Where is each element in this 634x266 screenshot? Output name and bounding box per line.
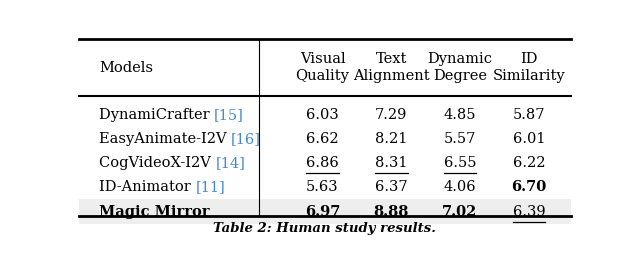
Text: 6.97: 6.97 <box>305 205 340 219</box>
Text: [14]: [14] <box>216 156 245 170</box>
Text: ID
Similarity: ID Similarity <box>493 52 565 84</box>
Text: 6.03: 6.03 <box>306 108 339 122</box>
Text: 6.37: 6.37 <box>375 180 408 194</box>
Text: 6.86: 6.86 <box>306 156 339 170</box>
Text: 7.02: 7.02 <box>443 205 478 219</box>
Text: CogVideoX-I2V: CogVideoX-I2V <box>99 156 216 170</box>
Text: Table 2: Human study results.: Table 2: Human study results. <box>214 222 436 235</box>
Text: 8.88: 8.88 <box>373 205 409 219</box>
Text: 6.39: 6.39 <box>512 205 545 219</box>
Text: [11]: [11] <box>195 180 225 194</box>
Text: Text
Alignment: Text Alignment <box>353 52 430 84</box>
Text: Visual
Quality: Visual Quality <box>295 52 349 84</box>
Text: 6.01: 6.01 <box>512 132 545 146</box>
Text: 6.22: 6.22 <box>512 156 545 170</box>
Text: DynamiCrafter: DynamiCrafter <box>99 108 214 122</box>
Text: 6.55: 6.55 <box>444 156 476 170</box>
Text: Models: Models <box>99 61 153 75</box>
Text: 8.21: 8.21 <box>375 132 408 146</box>
Text: [16]: [16] <box>231 132 261 146</box>
Text: 8.31: 8.31 <box>375 156 408 170</box>
Text: 4.06: 4.06 <box>444 180 476 194</box>
Text: 7.29: 7.29 <box>375 108 408 122</box>
Text: 5.87: 5.87 <box>512 108 545 122</box>
Text: 5.57: 5.57 <box>444 132 476 146</box>
Text: 6.70: 6.70 <box>511 180 547 194</box>
Text: Dynamic
Degree: Dynamic Degree <box>427 52 493 84</box>
Text: ID-Animator: ID-Animator <box>99 180 195 194</box>
Text: 6.62: 6.62 <box>306 132 339 146</box>
Text: EasyAnimate-I2V: EasyAnimate-I2V <box>99 132 231 146</box>
Bar <box>79 200 571 224</box>
Text: 5.63: 5.63 <box>306 180 339 194</box>
Text: [15]: [15] <box>214 108 244 122</box>
Text: Magic Mirror: Magic Mirror <box>99 205 209 219</box>
Text: 4.85: 4.85 <box>444 108 476 122</box>
